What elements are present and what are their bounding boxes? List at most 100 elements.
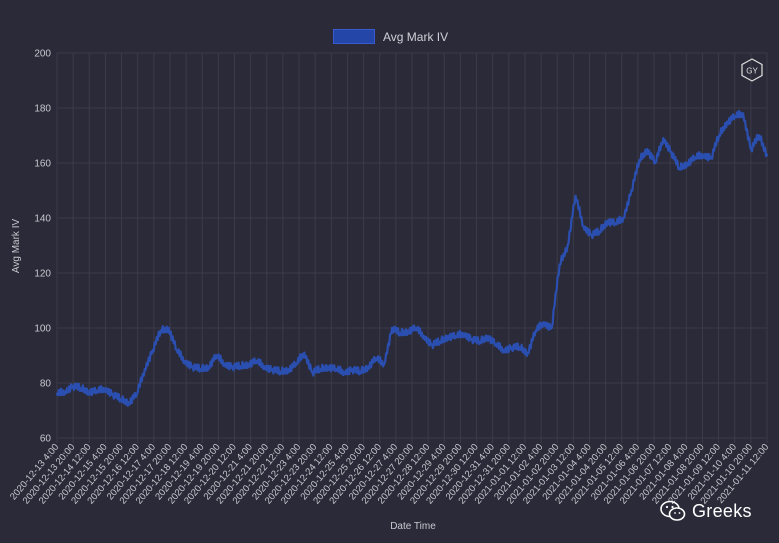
data-point bbox=[510, 346, 513, 349]
data-point bbox=[438, 340, 442, 343]
data-point bbox=[494, 343, 497, 346]
data-point bbox=[694, 156, 697, 159]
data-point bbox=[342, 370, 346, 374]
data-point bbox=[478, 340, 482, 343]
data-point bbox=[79, 387, 83, 390]
data-point bbox=[374, 357, 378, 360]
data-point bbox=[566, 244, 569, 247]
data-point bbox=[335, 368, 338, 371]
data-point bbox=[646, 148, 649, 151]
legend-label: Avg Mark IV bbox=[383, 29, 449, 44]
y-axis-label: Avg Mark IV bbox=[11, 219, 22, 274]
data-point bbox=[119, 398, 123, 401]
data-point bbox=[143, 368, 146, 371]
data-point bbox=[263, 365, 266, 368]
data-point bbox=[534, 329, 537, 332]
y-tick-label: 140 bbox=[34, 214, 51, 225]
data-point bbox=[678, 167, 681, 170]
data-point bbox=[542, 321, 545, 324]
data-point bbox=[255, 359, 258, 363]
data-point bbox=[175, 348, 178, 352]
data-point bbox=[151, 348, 154, 352]
data-point bbox=[63, 390, 67, 393]
data-point bbox=[590, 233, 593, 236]
data-point bbox=[215, 354, 218, 357]
watermark-text: Greeks bbox=[692, 500, 752, 521]
data-point bbox=[518, 346, 521, 349]
data-point bbox=[87, 390, 91, 393]
y-tick-label: 180 bbox=[34, 104, 51, 115]
data-point bbox=[630, 189, 633, 192]
data-point bbox=[95, 390, 99, 393]
series-line-avg-mark-iv bbox=[56, 109, 768, 407]
data-point bbox=[526, 351, 529, 354]
data-point bbox=[223, 362, 226, 365]
data-point bbox=[287, 368, 290, 371]
data-point bbox=[103, 387, 107, 390]
data-point bbox=[502, 348, 505, 352]
y-tick-label: 100 bbox=[34, 324, 51, 335]
data-point bbox=[366, 365, 370, 368]
x-axis-label: Date Time bbox=[390, 521, 436, 532]
logo-text: GY bbox=[746, 67, 758, 76]
data-point bbox=[574, 194, 577, 198]
data-point bbox=[598, 230, 601, 233]
data-point bbox=[247, 362, 250, 365]
data-point bbox=[111, 392, 115, 396]
data-point bbox=[582, 225, 585, 228]
data-point bbox=[717, 134, 721, 137]
y-tick-label: 120 bbox=[34, 269, 51, 280]
data-point bbox=[765, 153, 769, 156]
data-point bbox=[558, 263, 561, 266]
data-point bbox=[622, 216, 625, 220]
data-point bbox=[239, 365, 242, 368]
data-point bbox=[183, 359, 186, 363]
y-tick-label: 200 bbox=[34, 49, 51, 60]
data-point bbox=[135, 392, 138, 396]
data-point bbox=[462, 332, 466, 335]
data-point bbox=[430, 343, 434, 346]
legend-swatch bbox=[333, 29, 375, 44]
data-point bbox=[55, 392, 59, 396]
data-point bbox=[231, 365, 234, 368]
gy-logo-icon: GY bbox=[741, 58, 763, 82]
data-point bbox=[358, 370, 362, 374]
data-point bbox=[127, 401, 130, 404]
watermark: Greeks bbox=[660, 500, 752, 522]
wechat-icon bbox=[660, 500, 686, 521]
data-point bbox=[725, 120, 729, 123]
data-point bbox=[670, 150, 673, 154]
data-point bbox=[295, 362, 298, 365]
y-tick-label: 80 bbox=[40, 379, 52, 390]
data-point bbox=[709, 156, 713, 159]
data-point bbox=[550, 326, 553, 330]
data-point bbox=[311, 370, 314, 374]
data-point bbox=[414, 326, 418, 330]
data-point bbox=[159, 329, 162, 332]
data-point bbox=[279, 370, 282, 374]
data-point bbox=[199, 368, 202, 371]
y-axis-ticks: 60 80 100 120 140 160 180 200 bbox=[34, 49, 51, 445]
data-point bbox=[191, 365, 194, 368]
data-point bbox=[733, 115, 737, 118]
data-point bbox=[167, 326, 170, 330]
data-point bbox=[398, 332, 402, 335]
y-tick-label: 160 bbox=[34, 159, 51, 170]
data-point bbox=[303, 351, 306, 354]
data-point bbox=[614, 222, 617, 225]
data-point bbox=[422, 335, 426, 338]
data-point bbox=[71, 384, 75, 387]
data-point bbox=[207, 365, 210, 368]
data-point bbox=[654, 161, 657, 165]
data-point bbox=[757, 134, 761, 137]
data-point bbox=[638, 159, 641, 162]
data-point bbox=[741, 112, 745, 115]
data-point bbox=[271, 368, 274, 371]
data-point bbox=[327, 365, 330, 368]
data-point bbox=[606, 219, 609, 222]
data-point bbox=[446, 335, 450, 338]
data-point bbox=[486, 335, 489, 338]
legend[interactable]: Avg Mark IV bbox=[333, 29, 448, 44]
